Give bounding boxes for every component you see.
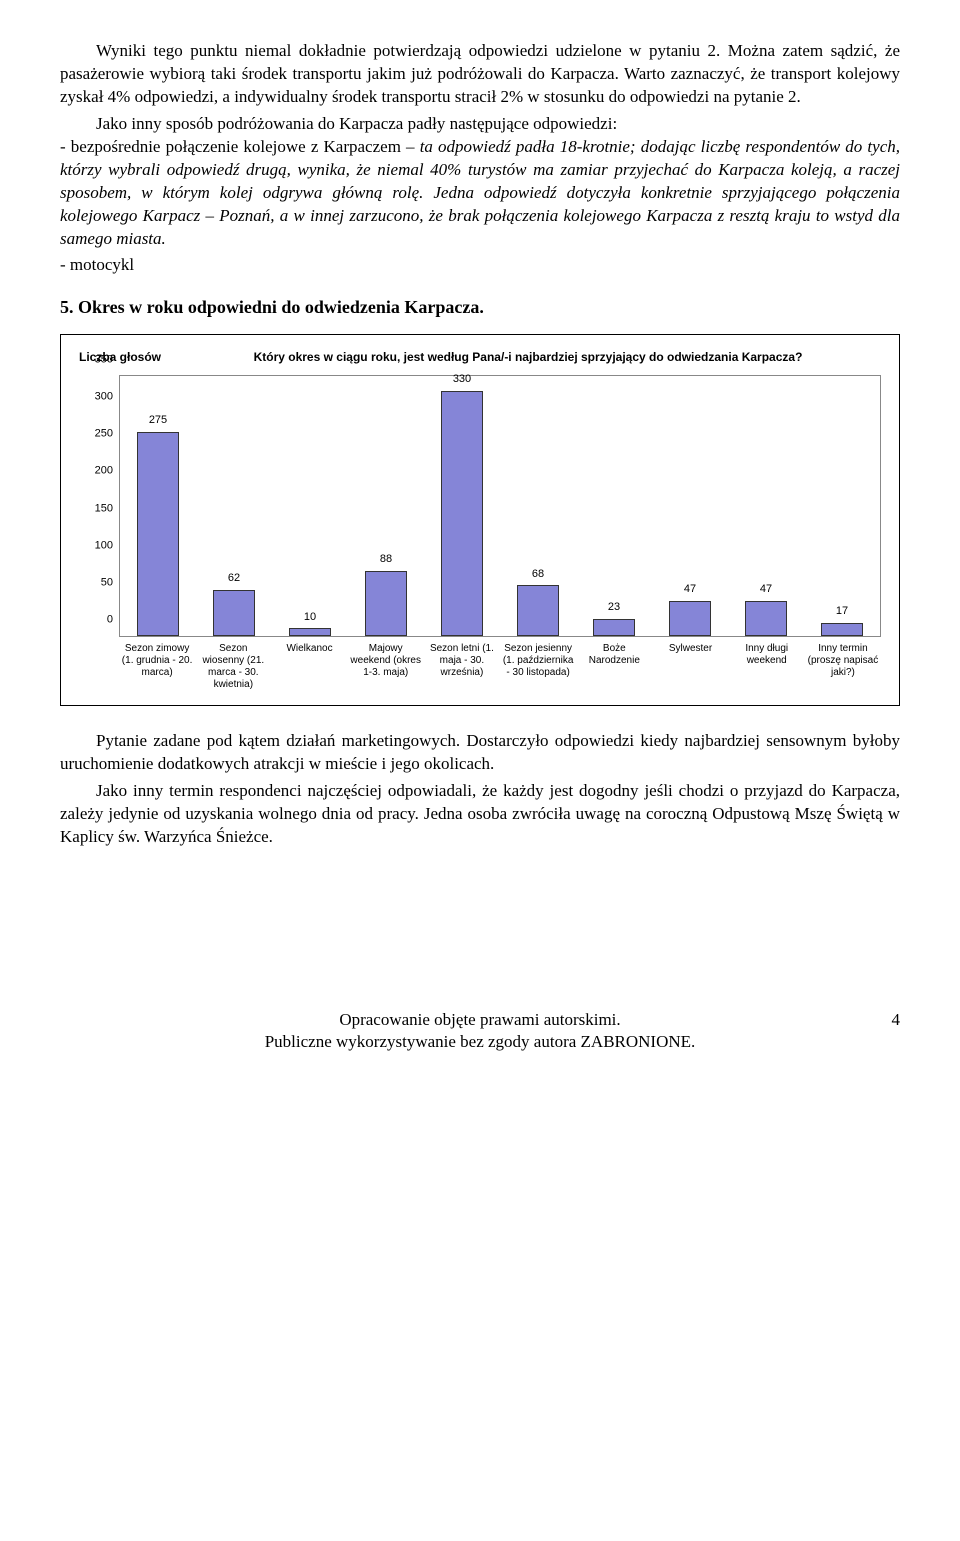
x-tick: Inny termin (proszę napisać jaki?)	[805, 637, 881, 691]
y-tick: 200	[95, 464, 113, 479]
bar	[745, 601, 787, 636]
bar	[289, 628, 331, 635]
bar	[517, 585, 559, 636]
footer-line-2: Publiczne wykorzystywanie bez zgody auto…	[265, 1032, 696, 1051]
chart-legend-label: Liczba głosów	[79, 349, 175, 365]
y-tick: 100	[95, 538, 113, 553]
section-heading: 5. Okres w roku odpowiedni do odwiedzeni…	[60, 295, 900, 319]
paragraph-3: - motocykl	[60, 254, 900, 277]
paragraph-5: Jako inny termin respondenci najczęściej…	[60, 780, 900, 849]
y-tick: 250	[95, 427, 113, 442]
paragraph-2: Jako inny sposób podróżowania do Karpacz…	[60, 113, 900, 251]
chart-container: Liczba głosów Który okres w ciągu roku, …	[60, 334, 900, 706]
x-tick: Majowy weekend (okres 1-3. maja)	[348, 637, 424, 691]
bar-value: 88	[356, 552, 416, 567]
paragraph-1: Wyniki tego punktu niemal dokładnie potw…	[60, 40, 900, 109]
x-tick: Sylwester	[652, 637, 728, 691]
bar-value: 275	[128, 413, 188, 428]
x-tick: Sezon zimowy (1. grudnia - 20. marca)	[119, 637, 195, 691]
y-tick: 350	[95, 353, 113, 368]
y-tick: 50	[101, 575, 113, 590]
bar	[365, 571, 407, 636]
x-tick: Boże Narodzenie	[576, 637, 652, 691]
p2-item-plain: - bezpośrednie połączenie kolejowe z Kar…	[60, 137, 420, 156]
bar-value: 47	[660, 582, 720, 597]
bar-value: 47	[736, 582, 796, 597]
p2-lead: Jako inny sposób podróżowania do Karpacz…	[96, 114, 617, 133]
bar	[593, 619, 635, 636]
bar-value: 10	[280, 610, 340, 625]
y-axis: 050100150200250300350	[79, 375, 119, 635]
y-tick: 150	[95, 501, 113, 516]
footer: Opracowanie objęte prawami autorskimi. 4…	[60, 1009, 900, 1055]
x-tick: Sezon jesienny (1. października - 30 lis…	[500, 637, 576, 691]
x-tick: Wielkanoc	[271, 637, 347, 691]
y-tick: 0	[107, 613, 113, 628]
footer-line-1: Opracowanie objęte prawami autorskimi.	[339, 1010, 620, 1029]
bar-value: 330	[432, 372, 492, 387]
x-tick: Sezon letni (1. maja - 30. września)	[424, 637, 500, 691]
page-number: 4	[892, 1009, 901, 1032]
bar-value: 68	[508, 567, 568, 582]
plot-area: 275 62 10 88 330 68 23 47 47 17	[119, 375, 881, 637]
bar	[441, 391, 483, 636]
bar-value: 62	[204, 571, 264, 586]
bar-value: 17	[812, 604, 872, 619]
paragraph-4: Pytanie zadane pod kątem działań marketi…	[60, 730, 900, 776]
x-tick: Sezon wiosenny (21. marca - 30. kwietnia…	[195, 637, 271, 691]
bar	[213, 590, 255, 636]
chart-title: Który okres w ciągu roku, jest według Pa…	[175, 349, 881, 365]
x-tick: Inny długi weekend	[729, 637, 805, 691]
bar	[821, 623, 863, 636]
bar	[669, 601, 711, 636]
bar	[137, 432, 179, 636]
y-tick: 300	[95, 390, 113, 405]
x-axis: Sezon zimowy (1. grudnia - 20. marca)Sez…	[119, 637, 881, 691]
bar-value: 23	[584, 600, 644, 615]
